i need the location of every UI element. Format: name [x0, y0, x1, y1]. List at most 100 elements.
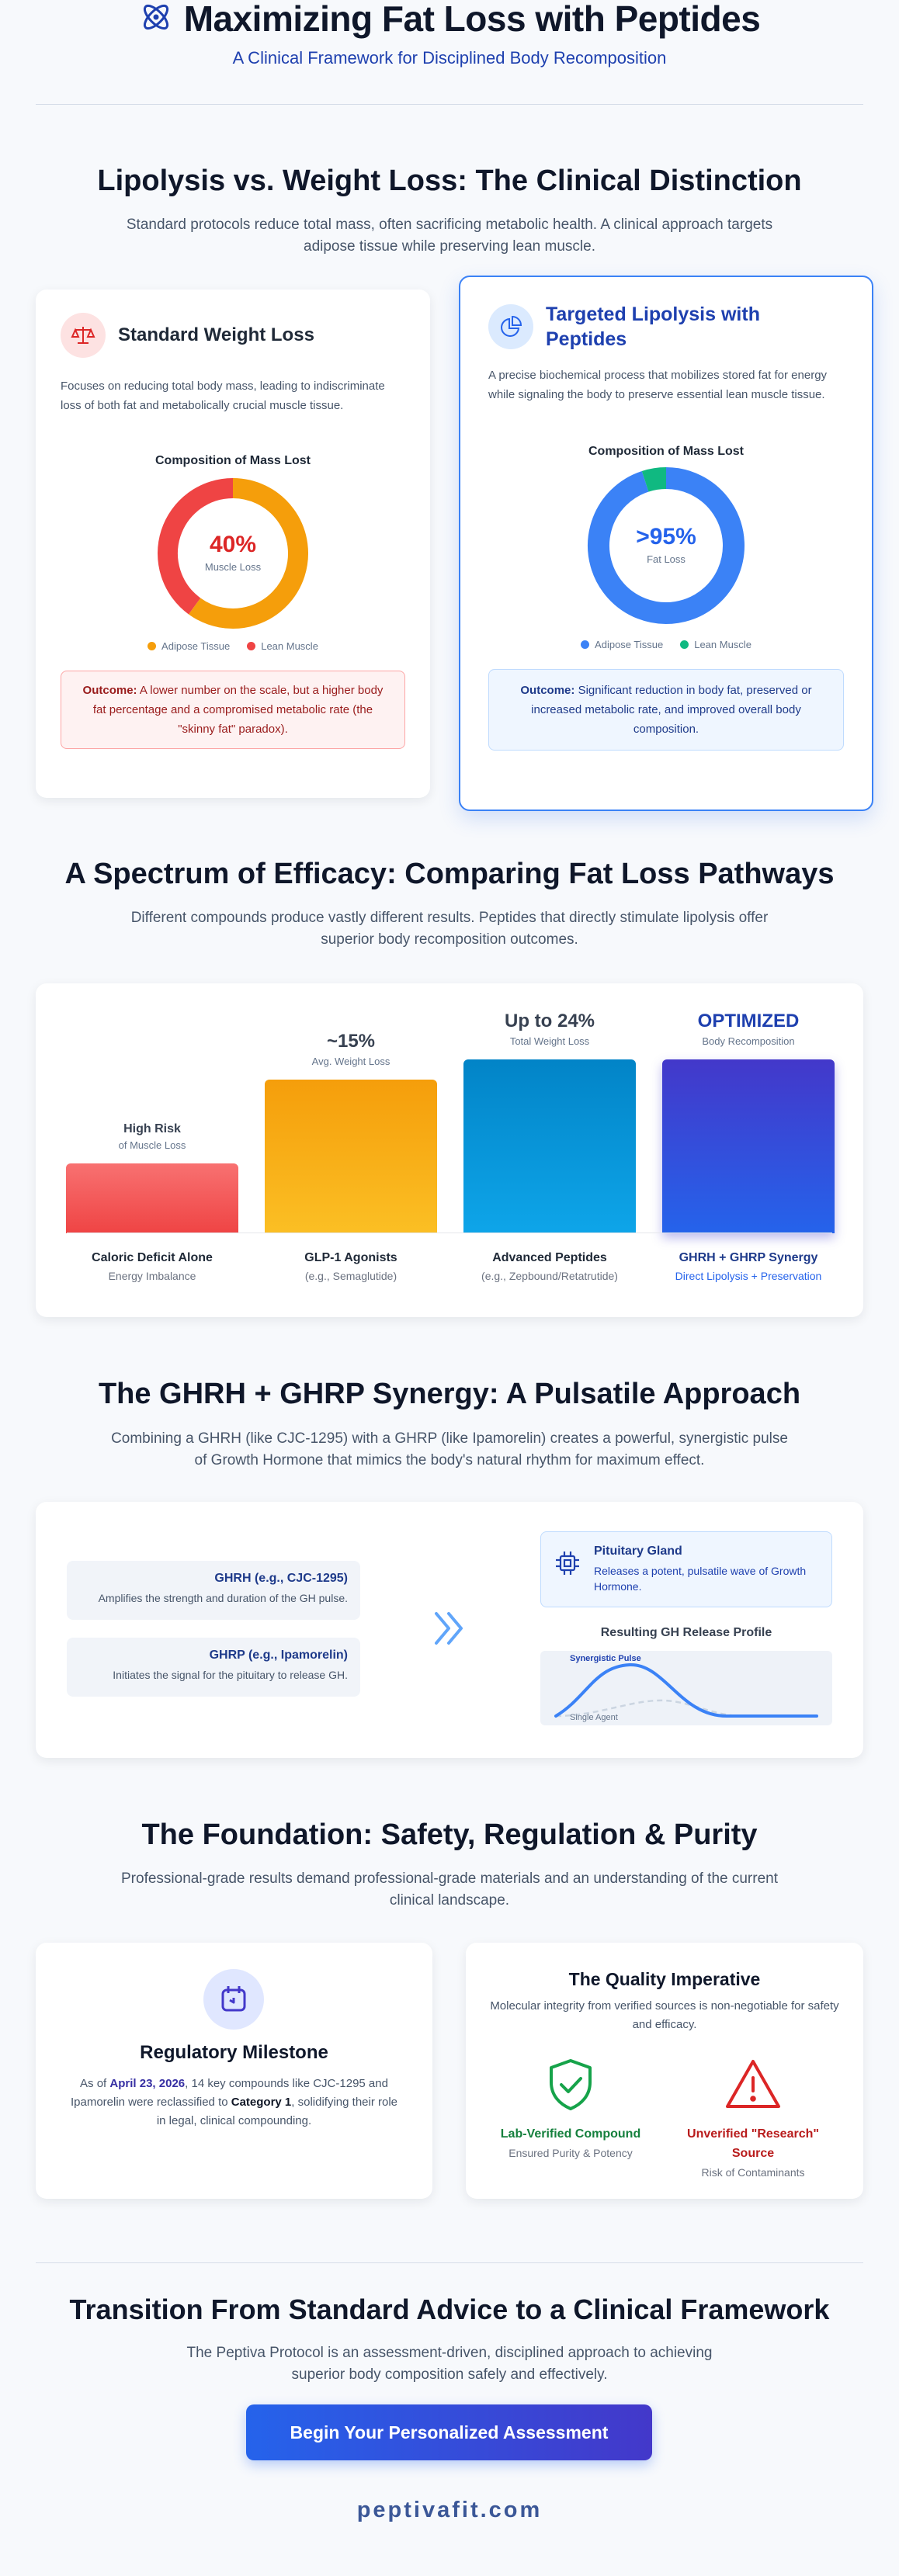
foundation-description: Professional-grade results demand profes…	[121, 1870, 778, 1909]
ghrh-box: GHRH (e.g., CJC-1295) Amplifies the stre…	[67, 1561, 360, 1620]
scale-icon	[61, 313, 106, 358]
bar-category: Caloric Deficit Alone Energy Imbalance	[66, 1251, 238, 1282]
bar-category-note: Energy Imbalance	[108, 1270, 196, 1282]
bar-sub-label: Body Recomposition	[702, 1035, 795, 1047]
targeted-lipolysis-card: Targeted Lipolysis with Peptides A preci…	[459, 276, 873, 811]
regulatory-text: As of April 23, 2026, 14 key compounds l…	[70, 2077, 398, 2127]
card-text: Focuses on reducing total body mass, lea…	[61, 380, 385, 412]
page-subtitle: A Clinical Framework for Disciplined Bod…	[232, 48, 667, 68]
synergy-card: GHRH (e.g., CJC-1295) Amplifies the stre…	[36, 1502, 863, 1758]
donut-center-value: 40%	[209, 532, 257, 557]
calendar-icon	[203, 1969, 264, 2030]
efficacy-description: Different compounds produce vastly diffe…	[130, 910, 769, 948]
outcome-text: A lower number on the scale, but a highe…	[92, 684, 384, 736]
bar-sub-label: of Muscle Loss	[118, 1139, 186, 1151]
chart-legend: Adipose Tissue Lean Muscle	[61, 640, 405, 652]
shield-check-icon	[543, 2059, 598, 2116]
donut-slice-lean-muscle	[158, 478, 234, 615]
lab-verified-note: Ensured Purity & Potency	[509, 2147, 633, 2159]
bar-sub-label: Avg. Weight Loss	[311, 1056, 390, 1067]
donut-center-label: Fat Loss	[647, 553, 686, 565]
bar-category-note: (e.g., Zepbound/Retatrutide)	[481, 1270, 618, 1282]
efficacy-chart-card: High Risk of Muscle Loss ~15% Avg. Weight L…	[36, 983, 863, 1317]
bar-value-label: High Risk	[123, 1122, 181, 1135]
legend-item: Lean Muscle	[680, 639, 751, 650]
bar-column: ~15% Avg. Weight Loss	[265, 1031, 437, 1233]
lipolysis-description: Standard protocols reduce total mass, of…	[126, 217, 773, 255]
page-header: Maximizing Fat Loss with Peptides A Clin…	[0, 0, 899, 106]
transition-description: The Peptiva Protocol is an assessment-dr…	[186, 2345, 713, 2383]
bar-column: High Risk of Muscle Loss	[66, 1122, 238, 1233]
chip-icon	[554, 1549, 581, 1596]
pituitary-text: Releases a potent, pulsatile wave of Gro…	[594, 1565, 807, 1593]
quality-title: The Quality Imperative	[568, 1969, 761, 1989]
chart-legend: Adipose Tissue Lean Muscle	[488, 639, 844, 650]
card-text: A precise biochemical process that mobil…	[488, 369, 828, 401]
brand-link[interactable]: peptivafit.com	[356, 2498, 543, 2522]
bar	[463, 1059, 636, 1233]
profile-label-single: Single Agent	[570, 1713, 618, 1722]
bar-category-name: Advanced Peptides	[492, 1251, 607, 1264]
outcome-box: Outcome: A lower number on the scale, bu…	[61, 671, 405, 749]
pituitary-title: Pituitary Gland	[594, 1545, 682, 1558]
bar-category: GLP-1 Agonists (e.g., Semaglutide)	[265, 1251, 437, 1282]
regulatory-date: April 23, 2026	[109, 2077, 186, 2090]
legend-item: Adipose Tissue	[581, 639, 663, 650]
donut-slice-lean-muscle	[641, 467, 667, 492]
lipolysis-title: Lipolysis vs. Weight Loss: The Clinical …	[97, 165, 802, 197]
profile-label-synergistic: Synergistic Pulse	[570, 1654, 641, 1663]
bar-chart: High Risk of Muscle Loss ~15% Avg. Weight L…	[36, 983, 863, 1233]
regulatory-title: Regulatory Milestone	[140, 2042, 328, 2063]
legend-item: Adipose Tissue	[148, 640, 230, 652]
bar-category-name: GLP-1 Agonists	[304, 1251, 397, 1264]
quality-card: The Quality Imperative Molecular integri…	[466, 1943, 863, 2199]
pie-chart-icon	[488, 304, 533, 349]
donut-slice-adipose-tissue	[189, 478, 308, 629]
begin-assessment-button[interactable]: Begin Your Personalized Assessment	[246, 2404, 652, 2460]
card-header: Standard Weight Loss	[61, 313, 405, 358]
bar-category: GHRH + GHRP Synergy Direct Lipolysis + Pr…	[662, 1251, 835, 1282]
donut-chart-targeted: >95% Fat Loss	[587, 466, 745, 625]
bar-value-label: OPTIMIZED	[697, 1011, 800, 1031]
outcome-text: Significant reduction in body fat, prese…	[531, 684, 812, 736]
header-title-row: Maximizing Fat Loss with Peptides	[0, 0, 899, 37]
ghrp-title: GHRP (e.g., Ipamorelin)	[209, 1649, 348, 1662]
profile-title: Resulting GH Release Profile	[600, 1626, 772, 1639]
chart-title: Composition of Mass Lost	[588, 445, 744, 458]
unverified-note: Risk of Contaminants	[701, 2166, 805, 2179]
bar-sub-label: Total Weight Loss	[509, 1035, 590, 1047]
ghrp-text: Initiates the signal for the pituitary t…	[113, 1669, 348, 1681]
donut-chart-standard: 40% Muscle Loss	[157, 477, 309, 629]
warning-triangle-icon	[724, 2060, 782, 2116]
bar	[662, 1059, 835, 1233]
regulatory-card: Regulatory Milestone As of April 23, 202…	[36, 1943, 432, 2199]
bar	[66, 1163, 238, 1233]
bar-category: Advanced Peptides (e.g., Zepbound/Retatru…	[463, 1251, 636, 1282]
bar-category-name: Caloric Deficit Alone	[92, 1251, 213, 1264]
double-chevron-right-icon	[432, 1609, 467, 1652]
regulatory-category: Category 1	[231, 2096, 292, 2109]
bar-value-label: ~15%	[326, 1031, 376, 1052]
divider	[36, 104, 863, 105]
outcome-label: Outcome:	[82, 684, 137, 697]
outcome-label: Outcome:	[520, 684, 575, 697]
ghrh-title: GHRH (e.g., CJC-1295)	[214, 1572, 348, 1585]
lab-verified-column: Lab-Verified Compound Ensured Purity & P…	[497, 2057, 644, 2159]
unverified-column: Unverified "Research" Source Risk of Con…	[675, 2057, 831, 2179]
outcome-box: Outcome: Significant reduction in body f…	[488, 669, 844, 751]
synergy-description: Combining a GHRH (like CJC-1295) with a …	[111, 1430, 788, 1468]
card-header: Targeted Lipolysis with Peptides	[488, 302, 844, 352]
standard-weight-loss-card: Standard Weight Loss Focuses on reducing…	[36, 289, 430, 798]
card-title: Standard Weight Loss	[118, 324, 314, 345]
transition-title: Transition From Standard Advice to a Cli…	[69, 2293, 830, 2325]
pituitary-box: Pituitary Gland Releases a potent, pulsa…	[540, 1531, 832, 1607]
lab-verified-title: Lab-Verified Compound	[500, 2127, 641, 2141]
donut-slice-adipose-tissue	[588, 467, 745, 624]
divider	[36, 2262, 863, 2263]
ghrp-box: GHRP (e.g., Ipamorelin) Initiates the si…	[67, 1638, 360, 1697]
chart-title: Composition of Mass Lost	[155, 454, 311, 467]
bar	[265, 1080, 437, 1233]
donut-center-value: >95%	[636, 524, 696, 550]
donut-center-label: Muscle Loss	[204, 561, 262, 573]
